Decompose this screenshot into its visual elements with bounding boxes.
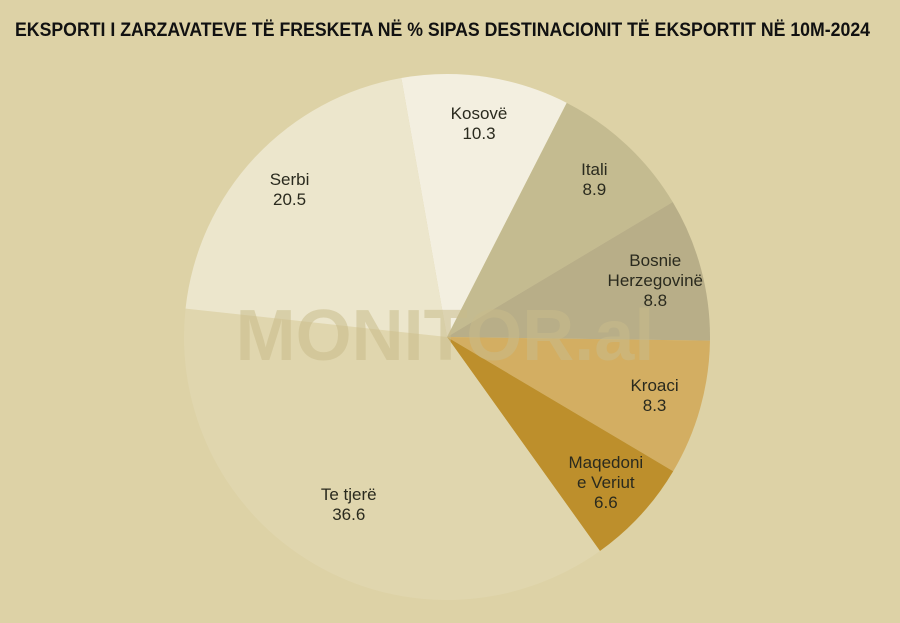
category-label: Maqedoni e Veriut [568,452,644,492]
slice-label: Bosnie Herzegovinë 8.8 [608,251,703,311]
watermark: MONITOR.al [236,296,655,376]
pie-slice [447,202,710,341]
category-label: Bosnie Herzegovinë [607,251,703,291]
category-label: Te tjerë [320,484,377,504]
value-label: 36.6 [332,504,366,524]
pie-slice [447,337,710,472]
category-label: Kroaci [630,375,679,395]
pie-slice [401,74,567,338]
pie-slice [185,77,447,338]
value-label: 8.3 [642,395,667,415]
slice-label: Kroaci 8.3 [630,376,678,416]
value-label: 20.5 [272,189,307,209]
pie-slice [447,337,674,551]
pie-slice [184,308,600,600]
slice-label: Te tjerë 36.6 [321,485,377,525]
value-label: 8.9 [582,179,607,199]
chart-title: EKSPORTI I ZARZAVATEVE TË FRESKETA NË % … [15,20,870,41]
slice-label: Itali 8.9 [581,160,607,200]
category-label: Itali [581,159,608,179]
slice-label: Kosovë 10.3 [451,104,508,144]
value-label: 8.8 [643,291,668,311]
category-label: Kosovë [450,103,508,123]
value-label: 6.6 [594,492,618,512]
pie-slice [447,102,673,338]
value-label: 10.3 [462,123,496,143]
slice-label: Serbi 20.5 [270,170,310,210]
slice-label: Maqedoni e Veriut 6.6 [569,453,644,513]
category-label: Serbi [269,169,310,189]
